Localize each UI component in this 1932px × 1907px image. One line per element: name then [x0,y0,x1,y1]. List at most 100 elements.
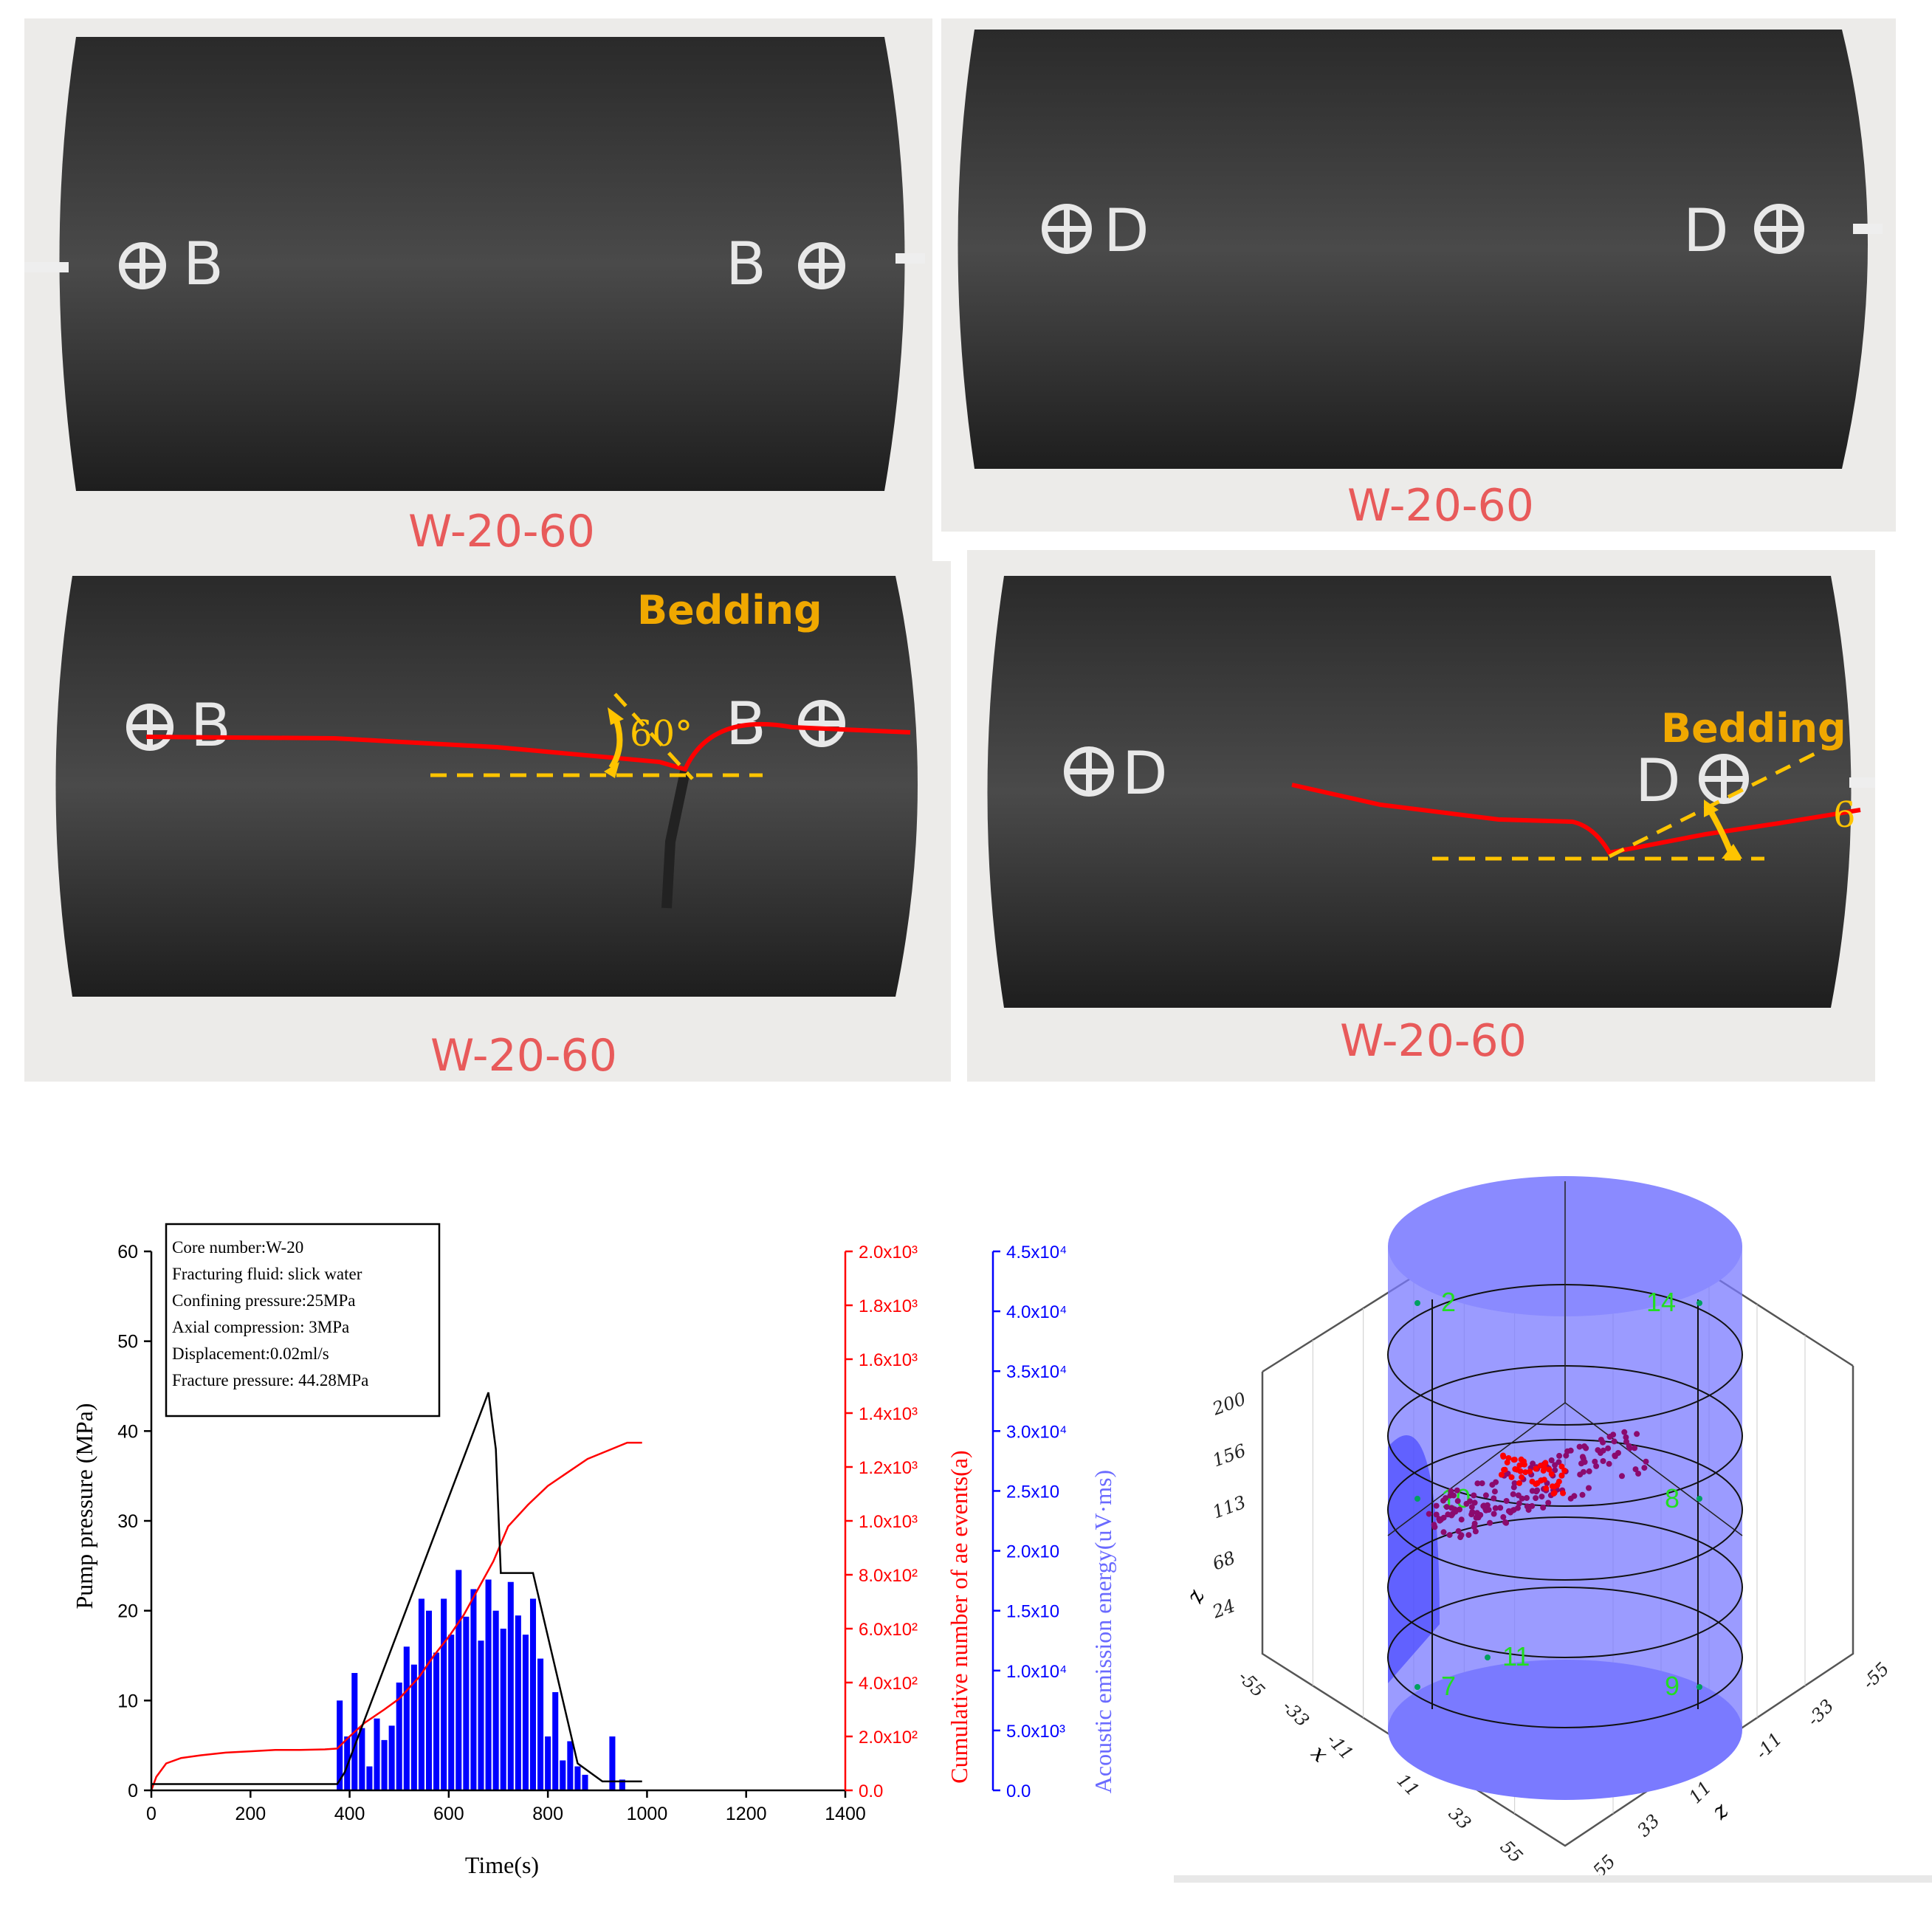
ae-event-point [1558,1472,1565,1479]
ae-event-point [1433,1511,1440,1518]
marker-left [1042,204,1092,254]
energy-bar [441,1598,447,1790]
ae-event-point [1632,1466,1639,1473]
ae-event-point [1529,1502,1536,1509]
y-tick-label: 10 [117,1691,138,1711]
right-1-tick-label: 1.8x10³ [859,1296,918,1316]
marker-left [1064,746,1114,797]
z-axis-label: z [1181,1587,1210,1607]
mark-d-left: D [1104,196,1149,265]
ae-event-point [1560,1490,1567,1497]
right-1-tick-label: 1.0x10³ [859,1512,918,1532]
marker-right [798,242,845,289]
right-axis-2-label: Acoustic emission energy(uV·ms) [1090,1470,1116,1793]
ae-event-point [1579,1491,1586,1498]
ae-event-point [1586,1485,1592,1491]
energy-bar [515,1615,521,1790]
y-tick-label: 50 [117,1332,138,1353]
right-1-tick-label: 0.0 [859,1781,883,1801]
ae-event-point [1471,1499,1478,1506]
ae-event-point [1576,1443,1583,1450]
y-tick-label: 30 [117,1511,138,1532]
energy-bar [456,1570,462,1790]
right-1-tick-label: 1.2x10³ [859,1458,918,1478]
ae-event-point [1546,1466,1553,1473]
sensor-label: 2 [1441,1287,1456,1317]
x-tick-label: 1000 [627,1804,668,1824]
sample-label: W-20-60 [1347,480,1534,532]
ae-event-point [1533,1466,1539,1472]
energy-bar [470,1589,477,1790]
ae-event-point [1634,1431,1640,1437]
x-tick-label: 400 [334,1804,365,1824]
ae-event-point [1525,1507,1532,1513]
ae-event-point [1595,1447,1601,1454]
y-tick: 33 [1633,1810,1663,1841]
ae-event-point [1606,1460,1612,1467]
ae-event-point [1605,1445,1612,1451]
energy-bar [574,1766,581,1790]
x-tick-label: 0 [146,1804,157,1824]
x-tick-label: 1400 [825,1804,866,1824]
right-2-tick-label: 2.5x10 [1006,1482,1059,1502]
ae-event-point [1493,1479,1499,1485]
ae-event-point [1454,1487,1460,1494]
legend-line: Displacement:0.02ml/s [172,1344,329,1363]
ae-event-point [1527,1468,1533,1475]
energy-bar [552,1691,559,1790]
ae-event-point [1517,1468,1524,1474]
ae-event-point [1626,1443,1632,1449]
ae-event-point [1580,1468,1586,1475]
y-tick: -55 [1858,1658,1893,1693]
energy-bar [500,1629,506,1790]
ae-event-point [1468,1504,1475,1511]
mark-d-left: D [1122,739,1168,808]
energy-bar [560,1760,566,1790]
ae-event-point [1600,1458,1606,1464]
ae-event-point [1465,1532,1472,1539]
energy-bar [478,1640,484,1790]
core-cylinder [958,30,1868,469]
ae-event-point [1471,1524,1477,1530]
sensor-label: 9 [1665,1671,1680,1701]
ae-event-point [1538,1477,1544,1484]
core-cylinder [55,576,918,997]
mark-b-left: B [183,230,224,298]
ae-event-point [1510,1507,1517,1513]
energy-bar [374,1718,380,1790]
ae-event-point [1619,1473,1625,1480]
energy-bar [418,1598,424,1790]
ae-event-point [1500,1452,1506,1459]
y-axis-label: Pump pressure (MPa) [71,1403,97,1609]
y-tick: -11 [1751,1728,1786,1763]
energy-bar [492,1610,499,1790]
z-tick: 24 [1209,1595,1238,1623]
photo-bottom-right: D D 6 Bedding W-20-60 [967,550,1875,1082]
photo-top-left: B B W-20-60 [24,18,932,561]
energy-bar [410,1664,417,1790]
ae-event-point [1498,1471,1505,1478]
sample-label: W-20-60 [1340,1015,1527,1067]
y-axis-label: z [1707,1798,1734,1825]
ae-event-point [1492,1505,1499,1511]
y-tick-label: 40 [117,1421,138,1442]
ae-event-point [1426,1511,1432,1517]
ae-event-point [1510,1491,1516,1497]
sensor-label: 8 [1665,1483,1680,1513]
energy-bar [403,1646,410,1790]
marker-left [126,704,173,751]
ae-event-point [1508,1474,1515,1480]
ae-event-point [1561,1467,1568,1474]
right-1-tick-label: 1.4x10³ [859,1404,918,1424]
bedding-label: Bedding [1661,705,1846,752]
series-cumulative-events [150,1441,642,1791]
core-cylinder [987,576,1852,1008]
energy-bar [609,1736,616,1790]
sample-label: W-20-60 [408,506,595,557]
ae-event-point [1467,1498,1474,1505]
y-tick-label: 60 [117,1242,138,1262]
ae-event-point [1437,1517,1443,1524]
ae-event-point [1548,1471,1555,1477]
ae-events [1426,1429,1649,1541]
ae-event-point [1552,1467,1558,1474]
